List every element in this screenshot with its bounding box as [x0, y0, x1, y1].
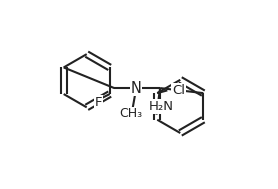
Text: H₂N: H₂N [148, 100, 173, 113]
Text: CH₃: CH₃ [119, 107, 142, 120]
Text: Cl: Cl [172, 84, 185, 97]
Text: N: N [131, 81, 142, 96]
Text: F: F [95, 96, 103, 109]
